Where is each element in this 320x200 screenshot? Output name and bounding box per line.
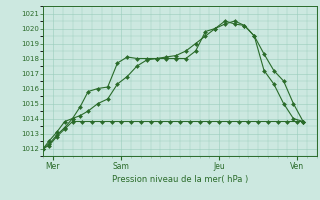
X-axis label: Pression niveau de la mer( hPa ): Pression niveau de la mer( hPa ) — [112, 175, 248, 184]
